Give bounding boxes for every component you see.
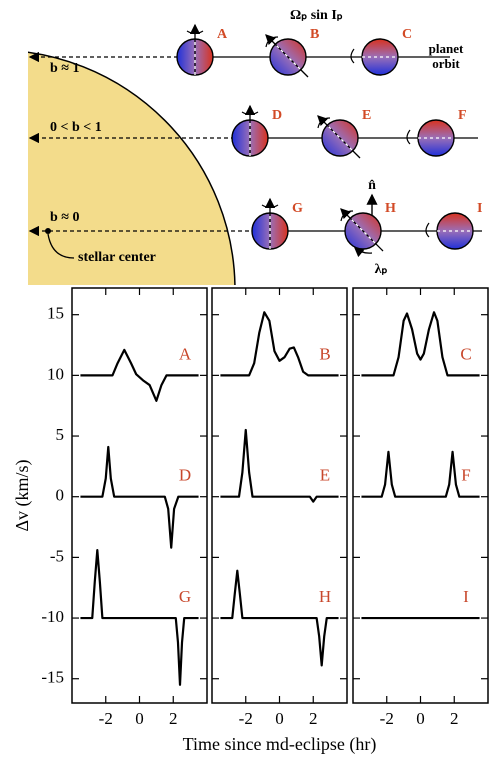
planet-label: F (458, 108, 467, 123)
spin-curl (265, 36, 279, 48)
planet-label: C (402, 27, 412, 42)
x-tick-label: -2 (99, 709, 113, 728)
x-tick-label: 2 (309, 709, 318, 728)
y-tick-label: -5 (50, 546, 64, 565)
curve (80, 348, 199, 402)
curve (80, 445, 199, 549)
planet-label: I (477, 201, 482, 216)
normal-label: n̂ (368, 178, 376, 193)
diagram: b ≈ 1 0 < b < 1 b ≈ 0 stellar center planeto… (28, 8, 482, 277)
y-axis-label: Δv (km/s) (12, 459, 33, 531)
x-tick-label: -2 (239, 709, 253, 728)
curve-label: I (463, 587, 469, 606)
spin-curl (261, 204, 279, 209)
lambda-label: λₚ (375, 262, 388, 277)
planet-label: A (217, 27, 228, 42)
planet-label: H (385, 201, 396, 216)
curve-label: B (319, 344, 330, 363)
x-tick-label: 0 (275, 709, 284, 728)
planet: D (231, 104, 282, 157)
spin-curl (186, 30, 204, 35)
curve-label: G (179, 587, 191, 606)
planet-label: E (362, 108, 371, 123)
planet: F (406, 108, 467, 157)
planet: G (251, 197, 303, 250)
impact-label: b ≈ 1 (50, 61, 79, 76)
center-label: stellar center (78, 250, 156, 265)
planet: B (265, 27, 319, 78)
curve (361, 450, 480, 498)
y-tick-label: -15 (41, 668, 64, 687)
center-pointer (47, 233, 75, 259)
curve-label: A (179, 344, 192, 363)
curve (361, 311, 480, 377)
curve (220, 569, 339, 667)
planet: A (176, 23, 228, 76)
y-tick-label: 5 (56, 425, 65, 444)
y-tick-label: 10 (47, 364, 64, 383)
spin-curl (425, 222, 430, 238)
curve-label: D (179, 466, 191, 485)
planet-label: D (272, 108, 282, 123)
x-tick-label: 0 (135, 709, 144, 728)
star (28, 51, 236, 285)
impact-label: b ≈ 0 (50, 210, 79, 225)
curve-label: C (460, 344, 471, 363)
spin-curl (241, 111, 259, 116)
planet: C (350, 27, 412, 76)
lambda-arc (354, 247, 373, 258)
planet: E (317, 108, 371, 159)
curve (220, 428, 339, 503)
x-axis-label: Time since md-eclipse (hr) (183, 734, 377, 755)
x-tick-label: -2 (380, 709, 394, 728)
center-dot (45, 228, 51, 234)
curve (80, 549, 199, 686)
planet: H (340, 201, 396, 252)
impact-label: 0 < b < 1 (50, 120, 102, 135)
curve-label: F (461, 466, 470, 485)
x-tick-label: 0 (416, 709, 425, 728)
curve-label: E (320, 466, 330, 485)
x-tick-label: 2 (169, 709, 178, 728)
omega-label: Ωₚ sin Iₚ (290, 8, 343, 23)
y-tick-label: 15 (47, 304, 64, 323)
spin-curl (340, 210, 354, 222)
orbit-label: planet (429, 41, 464, 56)
spin-curl (350, 48, 355, 64)
plots: 15 10 5 0 -5 -10 -15 -2 0 2 A D G Δv (km/s) -2 0 2 B E H Tim… (12, 287, 489, 755)
spin-curl (317, 117, 331, 129)
orbit-label: orbit (432, 56, 460, 71)
x-tick-label: 2 (450, 709, 459, 728)
curve-label: H (319, 587, 331, 606)
spin-curl (406, 129, 411, 145)
planet: I (425, 201, 482, 250)
planet-label: G (292, 201, 303, 216)
planet-label: B (310, 27, 319, 42)
y-tick-label: -10 (41, 607, 64, 626)
curve (220, 311, 339, 377)
y-tick-label: 0 (56, 486, 65, 505)
